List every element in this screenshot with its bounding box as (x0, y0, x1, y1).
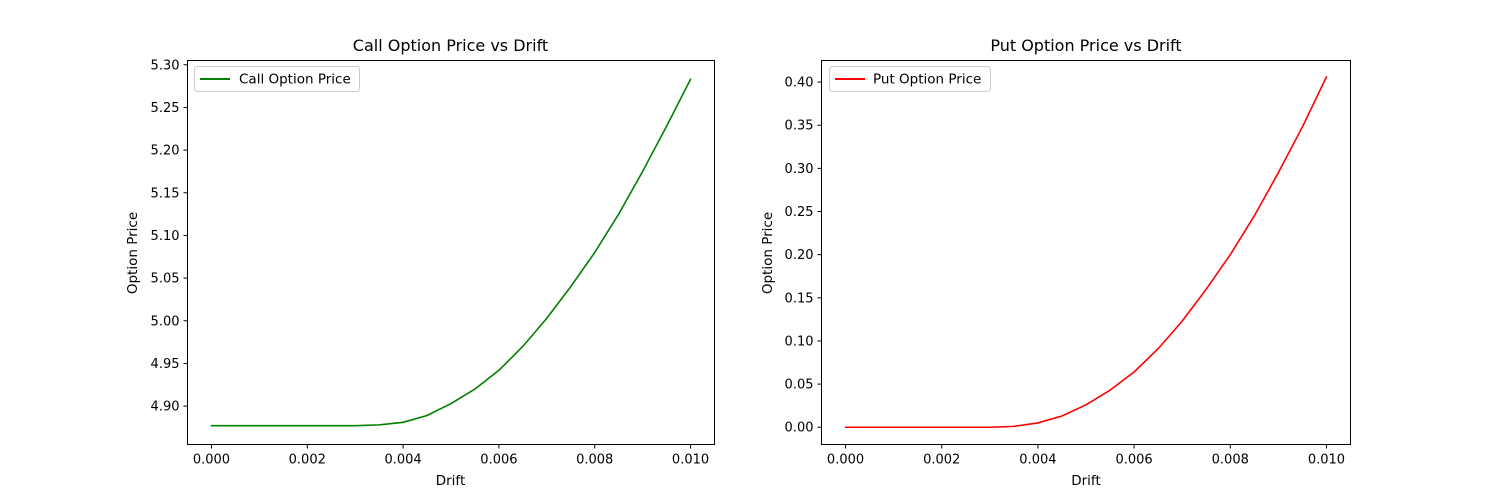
put-x-tick-label: 0.010 (1308, 453, 1345, 468)
put-x-tick-label: 0.000 (827, 453, 864, 468)
call-chart-ylabel: Option Price (125, 212, 141, 294)
call-chart-ticks: 0.000 0.002 0.004 0.006 0.008 0.010 4.90 4.95 5.… (151, 58, 710, 467)
call-y-tick-label: 4.90 (151, 400, 180, 415)
put-chart-frame (821, 60, 1351, 445)
call-y-tick-label: 5.15 (151, 186, 180, 201)
call-y-tick-label: 5.05 (151, 272, 180, 287)
put-legend-box (829, 66, 991, 92)
put-x-tick-label: 0.002 (923, 453, 960, 468)
call-y-tick-label: 5.30 (151, 58, 180, 73)
put-y-tick-label: 0.40 (785, 76, 814, 91)
put-x-tick-label: 0.004 (1019, 453, 1056, 468)
put-y-tick-label: 0.00 (785, 421, 814, 436)
call-y-tick-label: 4.95 (151, 357, 180, 372)
put-legend-label: Put Option Price (873, 72, 981, 88)
put-y-tick-label: 0.05 (785, 378, 814, 393)
put-chart-legend: Put Option Price (829, 66, 991, 92)
call-y-tick-label: 5.10 (151, 229, 180, 244)
call-legend-box (194, 66, 360, 92)
put-chart-ylabel: Option Price (760, 212, 776, 294)
put-y-tick-label: 0.25 (785, 205, 814, 220)
call-x-tick-label: 0.006 (480, 453, 517, 468)
call-x-tick-label: 0.000 (193, 453, 230, 468)
call-y-tick-label: 5.20 (151, 144, 180, 159)
call-chart-xlabel: Drift (436, 473, 466, 489)
put-chart-panel: Put Option Price vs Drift Drift Option P… (760, 36, 1351, 489)
put-y-tick-label: 0.30 (785, 162, 814, 177)
put-y-tick-label: 0.10 (785, 334, 814, 349)
call-chart-frame (187, 60, 715, 445)
call-y-tick-label: 5.00 (151, 314, 180, 329)
put-x-tick-label: 0.006 (1115, 453, 1152, 468)
put-chart-title: Put Option Price vs Drift (990, 36, 1181, 55)
call-legend-label: Call Option Price (239, 72, 351, 88)
call-x-tick-label: 0.002 (289, 453, 326, 468)
call-series-line (210, 78, 692, 427)
call-chart-legend: Call Option Price (194, 66, 360, 92)
call-chart-panel: Call Option Price vs Drift Drift Option … (125, 36, 715, 489)
call-y-tick-label: 5.25 (151, 101, 180, 116)
put-y-tick-label: 0.20 (785, 248, 814, 263)
call-x-tick-label: 0.004 (384, 453, 421, 468)
call-x-tick-label: 0.008 (576, 453, 613, 468)
put-y-tick-label: 0.15 (785, 291, 814, 306)
call-chart-plot-area (210, 78, 692, 427)
put-x-tick-label: 0.008 (1212, 453, 1249, 468)
put-y-tick-label: 0.35 (785, 119, 814, 134)
call-chart-title: Call Option Price vs Drift (353, 36, 548, 55)
put-chart-plot-area (844, 76, 1328, 429)
call-x-tick-label: 0.010 (672, 453, 709, 468)
put-series-line (844, 76, 1328, 429)
put-chart-xlabel: Drift (1071, 473, 1101, 489)
put-chart-ticks: 0.000 0.002 0.004 0.006 0.008 0.010 0.00 0.05 0.… (785, 76, 1346, 468)
